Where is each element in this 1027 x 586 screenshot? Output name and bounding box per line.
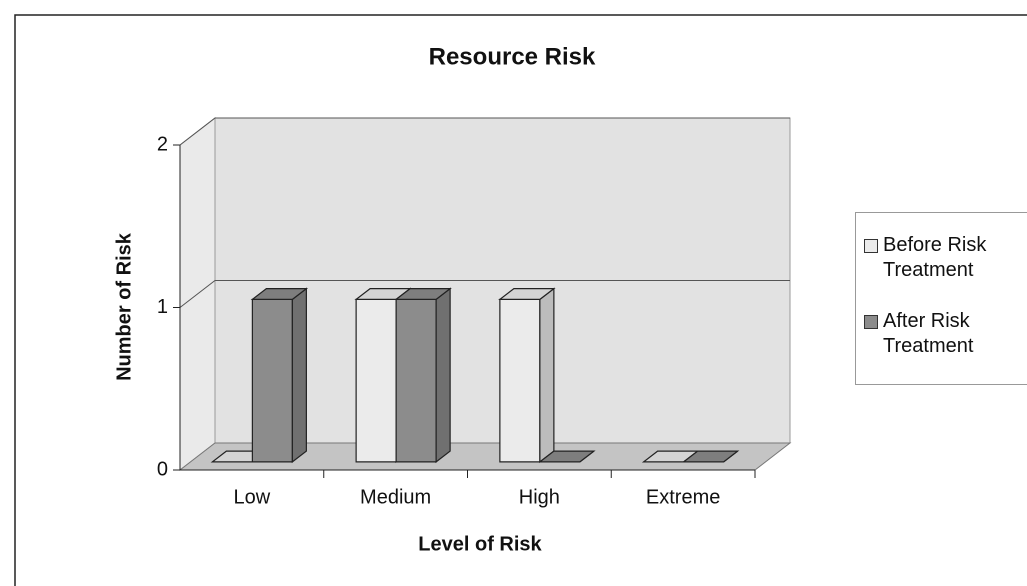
legend: Before Risk Treatment After Risk Treatmen… (855, 212, 1027, 385)
legend-label: Before Risk Treatment (883, 234, 987, 281)
y-axis-title: Number of Risk (113, 232, 135, 381)
x-tick-label: Extreme (646, 486, 720, 508)
bar-front (499, 298, 541, 463)
legend-swatch (864, 315, 878, 329)
legend-entry: Before Risk Treatment (864, 233, 1027, 283)
legend-entry: After Risk Treatment (864, 309, 1027, 359)
bar-front (251, 298, 293, 463)
bar-top (681, 450, 740, 463)
bar-top (538, 450, 596, 463)
x-tick-label: High (519, 486, 560, 508)
x-tick-label: Low (234, 486, 271, 508)
y-tick-label: 1 (157, 296, 168, 318)
grid-line (179, 117, 790, 146)
chart-title: Resource Risk (429, 43, 596, 70)
bar-front (395, 298, 437, 463)
bar-side (539, 287, 555, 464)
grid-line (179, 280, 790, 308)
bar-side (435, 287, 451, 464)
bar-front (355, 298, 397, 463)
legend-label: After Risk Treatment (883, 310, 974, 357)
y-tick-label: 0 (157, 458, 168, 480)
bar-top (250, 288, 309, 300)
bar-top (394, 288, 452, 300)
x-axis-title: Level of Risk (418, 533, 542, 555)
bar-top (498, 288, 556, 300)
legend-swatch (864, 239, 878, 253)
bar-side (291, 287, 307, 464)
y-tick-label: 2 (157, 133, 168, 155)
x-tick-label: Medium (360, 486, 431, 508)
